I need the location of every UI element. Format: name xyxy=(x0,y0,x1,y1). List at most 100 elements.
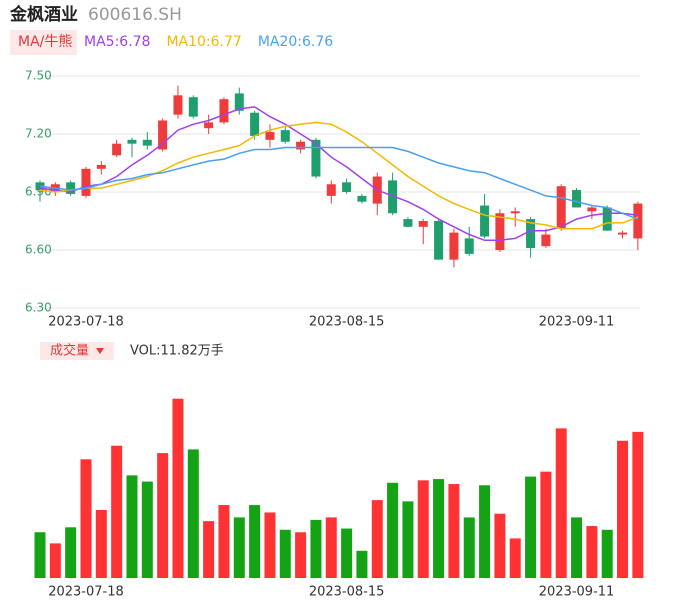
volume-bar xyxy=(463,517,475,578)
x-tick-label: 2023-07-18 xyxy=(48,315,124,330)
volume-button-bg[interactable] xyxy=(40,342,114,360)
volume-bar xyxy=(187,449,199,578)
legend-entry: MA10:6.77 xyxy=(166,34,241,50)
x-tick-label: 2023-08-15 xyxy=(309,585,385,600)
volume-bar xyxy=(172,398,184,578)
candle-body xyxy=(587,207,597,212)
volume-bar xyxy=(95,509,107,578)
volume-bar xyxy=(111,445,123,578)
candle-body xyxy=(158,120,168,150)
volume-bar xyxy=(49,543,61,578)
candle-body xyxy=(418,221,428,227)
candle-body xyxy=(357,195,367,202)
volume-bar xyxy=(34,532,46,578)
volume-bar xyxy=(65,527,77,578)
candle-body xyxy=(449,232,459,260)
ma-button[interactable]: MA/牛熊 xyxy=(18,34,72,50)
volume-bar xyxy=(203,521,215,578)
volume-bar xyxy=(310,519,322,578)
volume-label: VOL:11.82万手 xyxy=(130,344,224,359)
volume-bar xyxy=(448,484,460,578)
candle-body xyxy=(633,203,643,239)
stock-code: 600616.SH xyxy=(88,5,182,25)
ma-line xyxy=(39,121,639,230)
volume-button[interactable]: 成交量 xyxy=(50,343,89,359)
candle-body xyxy=(280,130,290,142)
volume-bar xyxy=(525,476,537,578)
candle-body xyxy=(81,168,91,196)
candle-body xyxy=(265,132,275,140)
volume-bar xyxy=(387,482,399,578)
candle-body xyxy=(127,139,137,144)
volume-bar xyxy=(371,500,383,578)
y-tick-label: 6.90 xyxy=(25,185,52,199)
candle-body xyxy=(388,180,398,214)
volume-bar xyxy=(325,517,337,578)
volume-bar xyxy=(433,479,445,578)
volume-bar xyxy=(632,431,644,578)
candle-body xyxy=(96,164,106,169)
x-tick-label: 2023-08-15 xyxy=(309,315,385,330)
candle-body xyxy=(234,93,244,111)
candle-body xyxy=(526,219,536,249)
ma-line xyxy=(39,106,638,242)
y-tick-label: 7.20 xyxy=(25,127,52,141)
volume-bar xyxy=(402,501,414,578)
candle-body xyxy=(311,139,321,177)
volume-bar xyxy=(601,529,613,578)
candle-body xyxy=(204,122,214,129)
candle-body xyxy=(464,238,474,254)
candle-body xyxy=(434,221,444,260)
candle-body xyxy=(602,207,612,231)
volume-bar xyxy=(509,538,521,578)
candle-body xyxy=(142,139,152,146)
candle-body xyxy=(112,143,122,156)
dropdown-arrow[interactable] xyxy=(96,348,104,354)
volume-bar xyxy=(540,471,552,578)
volume-bar xyxy=(218,505,230,578)
candle-body xyxy=(572,190,582,208)
volume-bar xyxy=(141,481,153,578)
candle-body xyxy=(480,205,490,237)
volume-bar xyxy=(341,528,353,578)
y-tick-label: 6.30 xyxy=(25,301,52,315)
volume-bar xyxy=(233,517,245,578)
volume-bar xyxy=(494,513,506,578)
candle-body xyxy=(495,213,505,250)
volume-bar xyxy=(249,505,261,578)
candle-body xyxy=(173,95,183,115)
volume-bar xyxy=(417,480,429,578)
candle-body xyxy=(541,234,551,247)
volume-bar xyxy=(479,485,491,578)
volume-bar xyxy=(617,440,629,578)
legend-entry: MA5:6.78 xyxy=(84,34,150,50)
ma-line xyxy=(39,146,639,220)
volume-bar xyxy=(80,459,92,578)
volume-bar xyxy=(157,453,169,578)
volume-bar xyxy=(586,526,598,578)
y-tick-label: 6.60 xyxy=(25,243,52,257)
candle-body xyxy=(219,99,229,123)
candle-body xyxy=(618,232,628,235)
candle-body xyxy=(342,182,352,192)
x-tick-label: 2023-07-18 xyxy=(48,585,124,600)
volume-bar xyxy=(555,428,567,578)
volume-bar xyxy=(571,517,583,578)
volume-bar xyxy=(279,529,291,578)
x-tick-label: 2023-09-11 xyxy=(539,585,615,600)
x-tick-label: 2023-09-11 xyxy=(539,315,615,330)
candle-body xyxy=(296,141,306,150)
candle-body xyxy=(66,182,76,194)
candle-body xyxy=(188,97,198,117)
candle-body xyxy=(556,186,566,229)
candle-body xyxy=(250,112,260,136)
y-tick-label: 7.50 xyxy=(25,69,52,83)
volume-bar xyxy=(356,550,368,578)
ma-button-bg[interactable] xyxy=(10,30,77,55)
stock-name: 金枫酒业 xyxy=(9,4,78,25)
volume-bar xyxy=(126,475,138,578)
volume-bar xyxy=(295,532,307,578)
candle-body xyxy=(403,219,413,227)
candle-body xyxy=(510,211,520,214)
